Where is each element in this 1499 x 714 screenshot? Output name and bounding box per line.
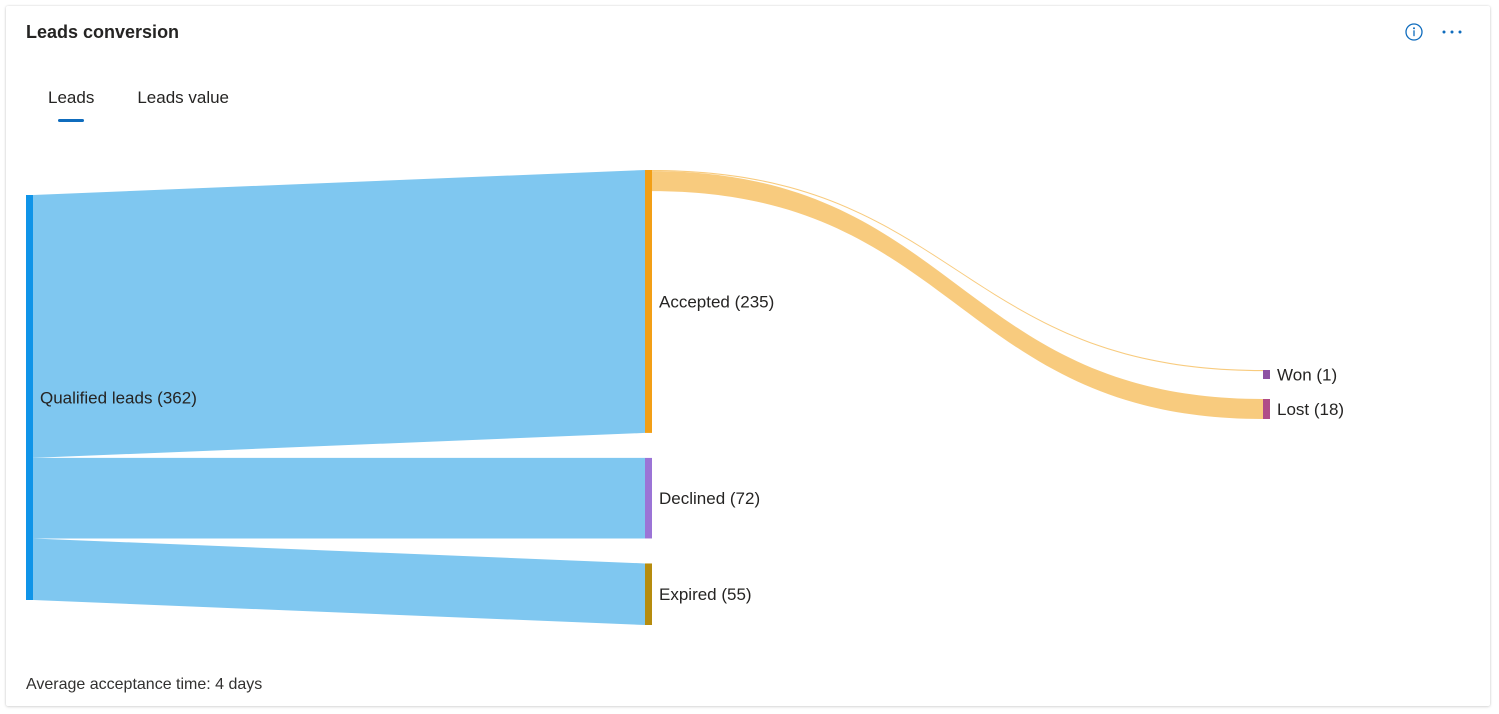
info-icon[interactable] (1402, 20, 1426, 44)
sankey-node-label-lost: Lost (18) (1277, 400, 1344, 419)
card-header-actions (1402, 20, 1464, 44)
leads-conversion-card: Leads conversion Leads Leads value Quali… (6, 6, 1490, 706)
sankey-node-label-qualified: Qualified leads (362) (40, 389, 197, 408)
card-title: Leads conversion (26, 22, 180, 42)
sankey-node-expired[interactable] (645, 563, 652, 625)
more-options-icon[interactable] (1440, 20, 1464, 44)
sankey-node-label-declined: Declined (72) (659, 489, 760, 508)
sankey-link-qualified-accepted[interactable] (33, 170, 645, 458)
sankey-node-qualified[interactable] (26, 195, 33, 600)
sankey-node-accepted[interactable] (645, 170, 652, 433)
sankey-node-declined[interactable] (645, 457, 652, 539)
tab-leads-value[interactable]: Leads value (137, 88, 230, 107)
average-acceptance-time: Average acceptance time: 4 days (26, 676, 263, 693)
sankey-node-won[interactable] (1263, 370, 1270, 379)
sankey-node-label-expired: Expired (55) (659, 585, 752, 604)
sankey-link-accepted-won[interactable] (652, 170, 1263, 372)
sankey-link-accepted-lost[interactable] (652, 171, 1263, 419)
sankey-node-label-won: Won (1) (1277, 366, 1337, 385)
sankey-node-lost[interactable] (1263, 399, 1270, 419)
chart-tabs: Leads Leads value (34, 86, 243, 122)
sankey-link-qualified-expired[interactable] (33, 538, 645, 625)
sankey-chart: Qualified leads (362) Accepted (235) Decli… (26, 170, 1344, 625)
tab-leads[interactable]: Leads (34, 86, 108, 122)
sankey-link-qualified-declined[interactable] (33, 457, 645, 539)
sankey-node-label-accepted: Accepted (235) (659, 292, 774, 311)
